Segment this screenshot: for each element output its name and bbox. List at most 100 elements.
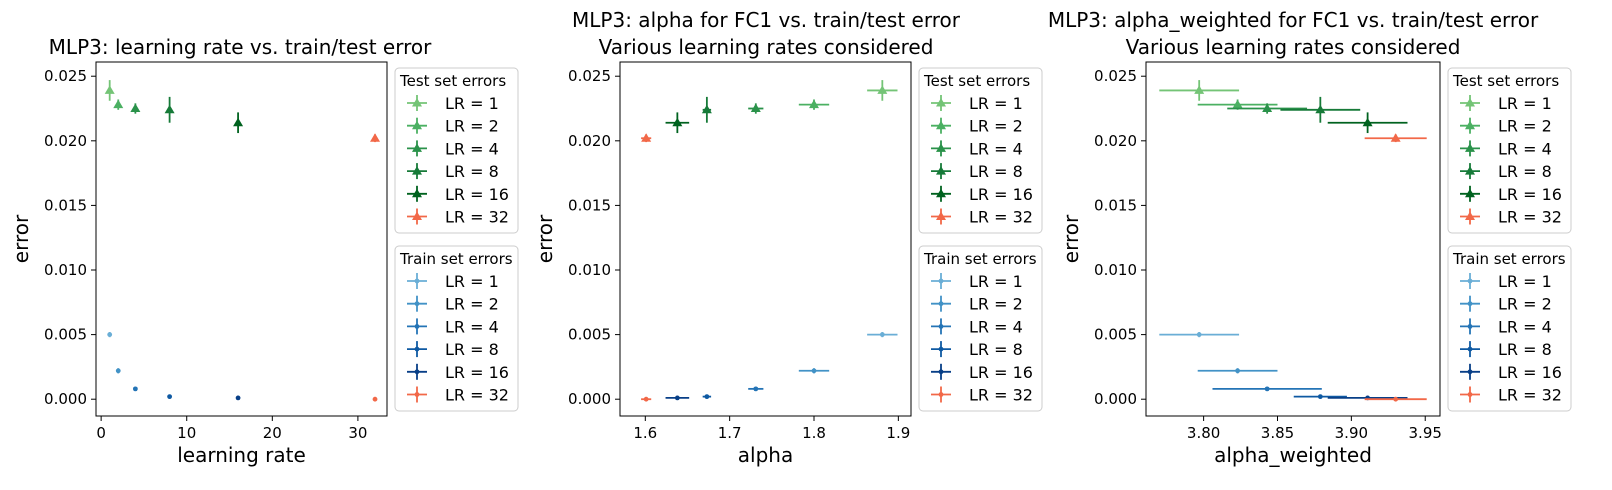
triangle-marker (1232, 99, 1243, 109)
legend-train: Train set errors LR = 1 LR = 2 LR = 4 LR = 8… (1447, 245, 1572, 412)
legend-entry: LR = 4 (931, 139, 1023, 158)
legend-marker (1467, 278, 1473, 284)
data-point-test-lr-8 (164, 96, 175, 123)
x-tick-label: 1.7 (718, 424, 742, 442)
data-point-test-lr-32 (370, 133, 381, 143)
y-tick-label: 0.015 (568, 196, 611, 214)
triangle-marker (104, 85, 115, 94)
legend-entry: LR = 32 (1460, 208, 1562, 227)
triangle-marker (370, 133, 381, 142)
data-point-test-lr-8 (701, 96, 712, 123)
legend-label: LR = 8 (1498, 162, 1552, 181)
chart-panel-3: MLP3: alpha_weighted for FC1 vs. train/t… (1048, 8, 1572, 467)
plot-area-frame (619, 61, 912, 417)
legend-label: LR = 16 (1498, 363, 1562, 382)
dot-marker (1196, 332, 1202, 338)
legend-marker (1467, 324, 1473, 329)
chart-panel-2: MLP3: alpha for FC1 vs. train/test error… (533, 8, 1043, 467)
data-point-test-lr-2 (798, 99, 830, 110)
x-tick-label: 3.90 (1335, 424, 1368, 442)
legend-label: LR = 8 (445, 340, 499, 359)
legend-label: LR = 1 (969, 272, 1023, 291)
legend-label: LR = 4 (969, 317, 1023, 336)
legend-marker (1467, 392, 1473, 397)
chart-title: MLP3: alpha for FC1 vs. train/test error… (572, 8, 961, 59)
legend-entry: LR = 1 (931, 272, 1023, 291)
triangle-marker (233, 117, 244, 127)
data-point-train-lr-8 (167, 394, 173, 400)
data-point-test-lr-4 (1227, 103, 1308, 114)
x-tick-label: 20 (263, 424, 282, 442)
data-point-train-lr-2 (115, 368, 121, 374)
legend-title: Train set errors (1452, 250, 1566, 268)
data-point-test-lr-16 (233, 112, 244, 134)
data-point-train-lr-2 (1197, 368, 1278, 374)
legend-entry: LR = 2 (1460, 295, 1552, 314)
data-point-test-lr-1 (867, 80, 898, 101)
legend-marker (414, 392, 420, 397)
legend-marker (1467, 369, 1473, 375)
legend-entry: LR = 4 (407, 317, 499, 336)
triangle-marker (1315, 104, 1326, 114)
legend-entry: LR = 4 (1460, 317, 1552, 336)
legend-label: LR = 16 (1498, 185, 1562, 204)
legend-marker (938, 301, 944, 307)
legend-marker (412, 143, 422, 152)
legend-marker (412, 166, 422, 175)
legend-label: LR = 1 (445, 94, 499, 113)
dot-marker (1393, 396, 1399, 402)
legend-marker (1465, 188, 1475, 198)
dot-marker (643, 396, 649, 402)
dot-marker (132, 386, 138, 392)
legend-marker (414, 369, 420, 375)
legend-entry: LR = 4 (407, 139, 499, 158)
legend-marker (1465, 211, 1475, 220)
legend-marker (938, 324, 944, 329)
legend-label: LR = 32 (969, 208, 1033, 227)
y-tick-label: 0.010 (568, 261, 611, 279)
data-point-test-lr-4 (748, 103, 764, 114)
legend-marker (414, 346, 420, 352)
legend-label: LR = 32 (1498, 386, 1562, 405)
legend-marker (938, 392, 944, 397)
x-tick-label: 3.85 (1261, 424, 1294, 442)
legend-entry: LR = 32 (931, 208, 1033, 227)
x-tick-label: 1.6 (633, 424, 657, 442)
triangle-marker (130, 103, 141, 113)
legend-title: Test set errors (923, 72, 1030, 90)
dot-marker (753, 386, 759, 392)
legend-entry: LR = 8 (407, 162, 499, 181)
legend-label: LR = 2 (445, 117, 499, 136)
legend-label: LR = 2 (1498, 295, 1552, 314)
legend-entry: LR = 2 (407, 295, 499, 314)
legend-marker (1465, 120, 1475, 130)
data-point-test-lr-2 (113, 99, 124, 110)
x-axis-label: alpha_weighted (1214, 443, 1372, 467)
x-tick-label: 30 (348, 424, 367, 442)
legend-entry: LR = 1 (407, 272, 499, 291)
legend-entry: LR = 32 (1460, 386, 1562, 405)
legend-marker (412, 98, 422, 107)
legend-marker (936, 143, 946, 152)
legend-label: LR = 32 (969, 386, 1033, 405)
data-point-train-lr-16 (665, 395, 690, 401)
legend-entry: LR = 16 (407, 185, 509, 204)
dot-marker (879, 332, 885, 338)
chart-panel-1: MLP3: learning rate vs. train/test error… (9, 35, 519, 467)
plot-area-frame (95, 61, 388, 417)
data-point-train-lr-2 (798, 368, 830, 374)
legend-label: LR = 16 (969, 363, 1033, 382)
legend-entry: LR = 8 (931, 162, 1023, 181)
legend-label: LR = 2 (445, 295, 499, 314)
triangle-marker (1194, 85, 1205, 94)
legend-label: LR = 2 (969, 117, 1023, 136)
data-point-test-lr-32 (1364, 133, 1427, 143)
data-point-test-lr-8 (1280, 96, 1361, 123)
y-tick-label: 0.005 (44, 326, 87, 344)
legend-marker (412, 211, 422, 220)
legend-label: LR = 4 (445, 139, 499, 158)
legend-marker (936, 188, 946, 198)
data-point-train-lr-8 (1293, 394, 1347, 400)
dot-marker (235, 395, 241, 401)
legend-label: LR = 16 (445, 363, 509, 382)
